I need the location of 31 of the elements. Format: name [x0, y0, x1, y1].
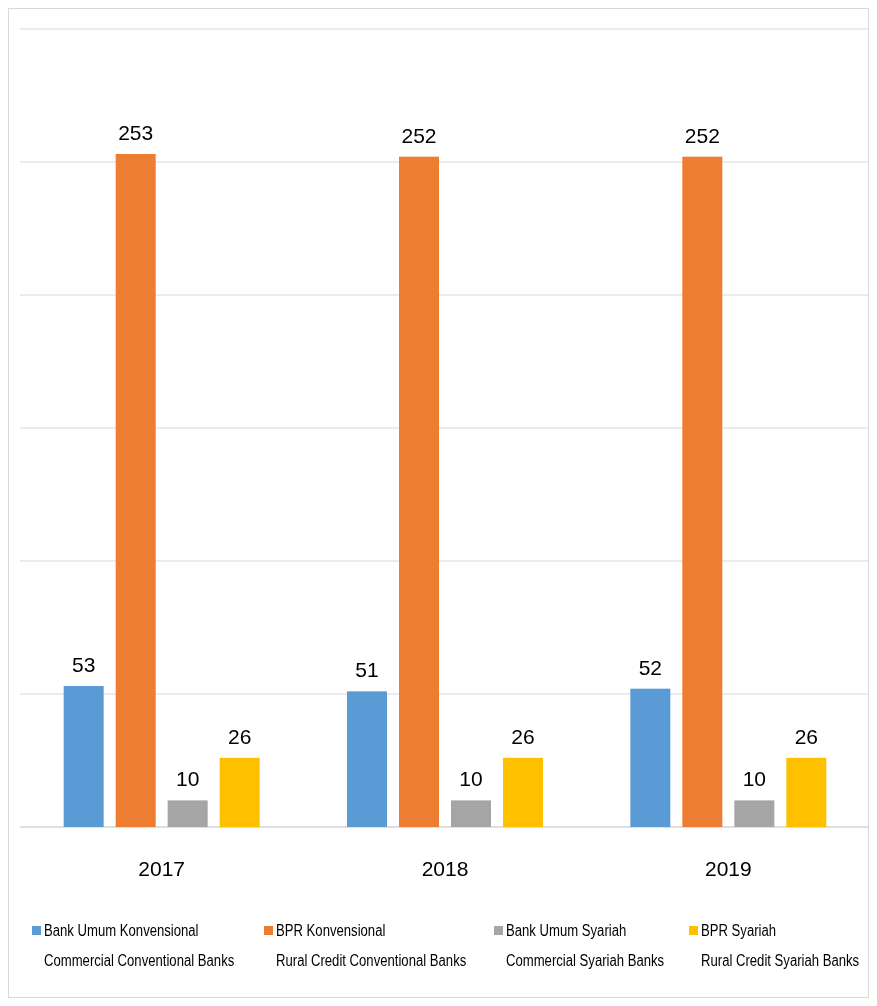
bar — [347, 691, 387, 827]
data-label: 10 — [175, 767, 200, 791]
legend-label: Bank Umum Syariah Commercial Syariah Banks — [506, 921, 665, 970]
data-label: 53 — [71, 653, 96, 677]
bar — [786, 757, 827, 827]
data-label: 26 — [511, 724, 535, 748]
data-label: 26 — [794, 724, 819, 748]
legend-label: BPR Konvensional Rural Credit Conventional Banks — [276, 921, 467, 970]
data-label: 252 — [684, 123, 720, 147]
data-label: 26 — [227, 724, 252, 748]
bar — [115, 154, 156, 827]
bar — [451, 800, 491, 827]
data-label: 10 — [459, 767, 483, 791]
x-tick-label: 2019 — [704, 857, 752, 880]
data-label: 52 — [638, 655, 663, 679]
bar — [630, 688, 671, 827]
x-tick-label: 2018 — [421, 857, 469, 880]
data-label: 10 — [742, 767, 767, 791]
bar — [682, 156, 723, 827]
bar — [503, 757, 543, 827]
bar — [399, 156, 439, 827]
x-tick-label: 2017 — [138, 857, 186, 880]
data-label: 51 — [355, 658, 379, 682]
bar — [167, 800, 208, 827]
bar — [219, 757, 260, 827]
bar — [63, 686, 104, 827]
data-label: 252 — [401, 123, 437, 147]
bar — [734, 800, 775, 827]
legend-label: Bank Umum Konvensional Commercial Conventional Banks — [44, 921, 235, 970]
legend-label: BPR Syariah Rural Credit Syariah Banks — [701, 921, 860, 970]
data-label: 253 — [118, 121, 154, 145]
